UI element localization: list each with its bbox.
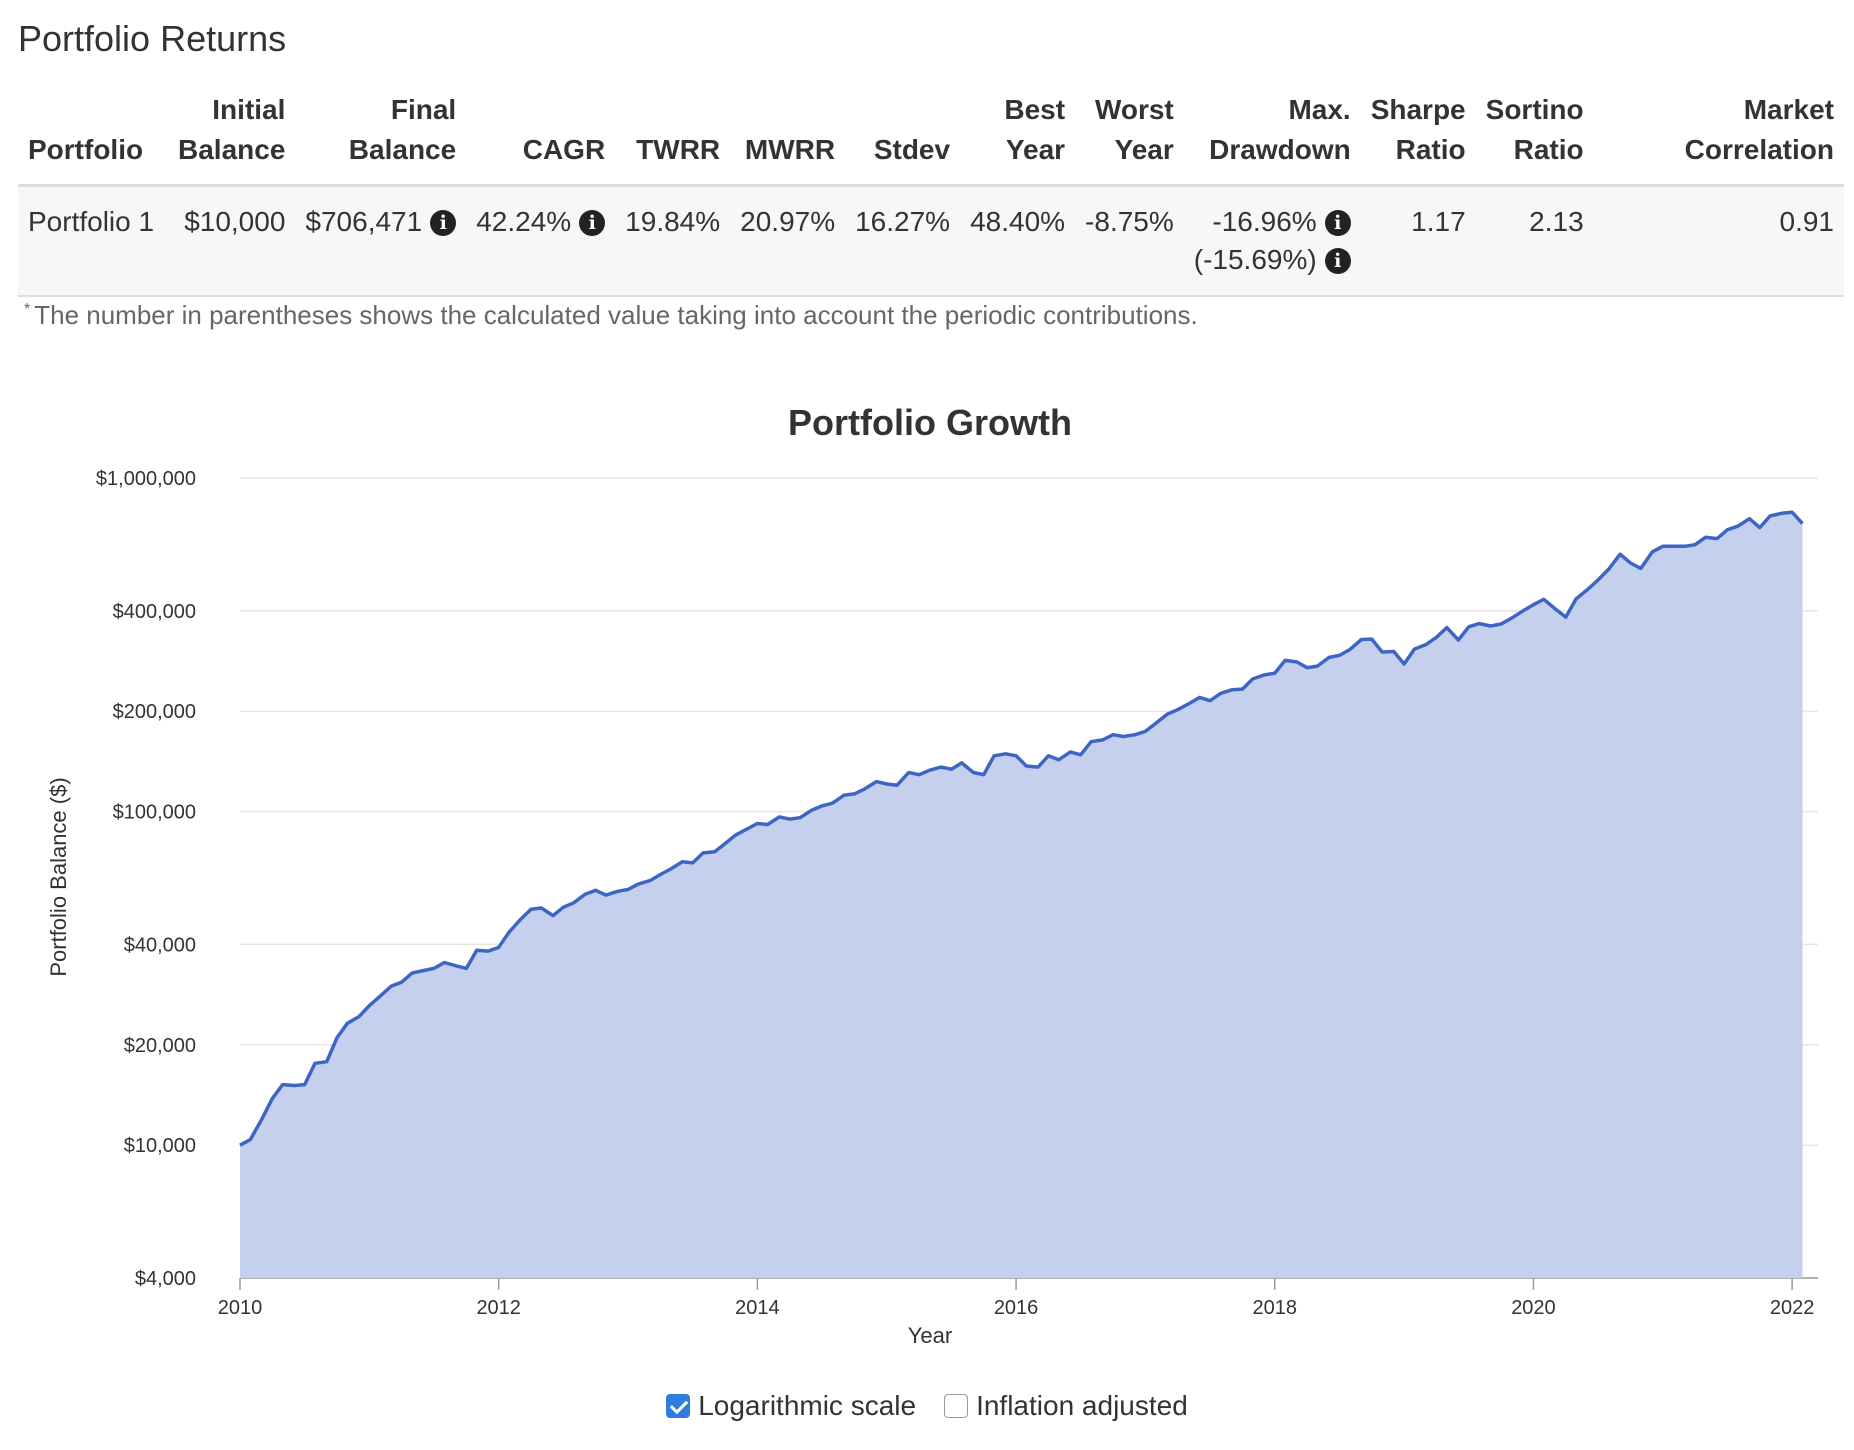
header-mwrr: MWRR (730, 86, 846, 187)
area-fill (240, 512, 1803, 1278)
header-final-balance: Final Balance (295, 86, 467, 187)
y-axis-title: Portfolio Balance ($) (46, 777, 71, 976)
header-portfolio: Portfolio (18, 86, 168, 187)
header-initial-balance: Initial Balance (168, 86, 296, 187)
max-drawdown-value: -16.96% (1212, 206, 1317, 237)
log-scale-label: Logarithmic scale (698, 1390, 917, 1421)
cell-sortino-ratio: 2.13 (1475, 185, 1594, 297)
y-axis-ticks: $1,000,000 $400,000 $200,000 $100,000 $40,00… (96, 468, 196, 1290)
x-tick-label: 2018 (1253, 1297, 1298, 1319)
final-balance-value: $706,471 (305, 206, 423, 237)
footnote: * The number in parentheses shows the cal… (24, 300, 1198, 331)
header-max-drawdown: Max. Drawdown (1183, 86, 1361, 187)
info-icon[interactable]: i (579, 210, 606, 236)
footnote-text: The number in parentheses shows the calc… (34, 300, 1198, 330)
header-stdev: Stdev (845, 86, 961, 187)
x-tick-label: 2016 (994, 1297, 1039, 1319)
header-sortino-ratio: Sortino Ratio (1475, 86, 1594, 187)
max-drawdown-contrib-value: (-15.69%) (1193, 244, 1317, 275)
cell-max-drawdown: -16.96% i (-15.69%) i (1183, 185, 1361, 297)
portfolio-returns-table: Portfolio Initial Balance Final Balance CA… (18, 86, 1844, 297)
series-line (239, 510, 1804, 1147)
header-cagr: CAGR (466, 86, 616, 187)
header-market-correlation: Market Correlation (1593, 86, 1844, 187)
cell-final-balance: $706,471 i (295, 185, 467, 297)
header-sharpe-ratio: Sharpe Ratio (1360, 86, 1476, 187)
y-tick-label: $40,000 (124, 934, 196, 956)
footnote-marker: * (24, 301, 31, 318)
y-tick-label: $4,000 (135, 1268, 196, 1290)
x-axis-title: Year (908, 1323, 952, 1348)
info-icon[interactable]: i (430, 210, 457, 236)
cell-best-year: 48.40% (960, 185, 1076, 297)
y-tick-label: $20,000 (124, 1035, 196, 1057)
cell-twrr: 19.84% (615, 185, 731, 297)
info-icon[interactable]: i (1324, 210, 1351, 236)
cell-initial-balance: $10,000 (168, 185, 296, 297)
x-tick-label: 2014 (735, 1297, 780, 1319)
x-tick-label: 2020 (1511, 1297, 1556, 1319)
x-tick-label: 2012 (476, 1297, 521, 1319)
log-scale-checkbox[interactable] (666, 1394, 691, 1418)
cell-portfolio: Portfolio 1 (18, 185, 168, 297)
header-best-year: Best Year (960, 86, 1076, 187)
y-tick-label: $100,000 (113, 802, 196, 824)
header-twrr: TWRR (615, 86, 731, 187)
cell-cagr: 42.24% i (466, 185, 616, 297)
chart-controls: Logarithmic scale Inflation adjusted (0, 1390, 1854, 1422)
info-icon[interactable]: i (1324, 248, 1351, 274)
x-tick-label: 2022 (1770, 1297, 1815, 1319)
y-tick-label: $200,000 (113, 701, 196, 723)
cell-stdev: 16.27% (845, 185, 961, 297)
x-tick-label: 2010 (218, 1297, 263, 1319)
header-worst-year: Worst Year (1075, 86, 1184, 187)
cell-mwrr: 20.97% (730, 185, 846, 297)
inflation-checkbox[interactable] (944, 1394, 969, 1418)
inflation-label: Inflation adjusted (976, 1390, 1188, 1421)
y-tick-label: $1,000,000 (96, 468, 196, 490)
x-axis: 2010 2012 2014 2016 2018 2020 2022 (218, 1277, 1818, 1319)
portfolio-growth-chart: Portfolio Growth $1,000,000 $400,000 $200,… (46, 402, 1818, 1348)
chart-title: Portfolio Growth (788, 402, 1072, 443)
table-row: Portfolio 1 $10,000 $706,471 i 42.24% i 19… (18, 185, 1844, 297)
y-tick-label: $400,000 (113, 601, 196, 623)
cagr-value: 42.24% (476, 206, 572, 237)
y-tick-label: $10,000 (124, 1135, 196, 1157)
cell-sharpe-ratio: 1.17 (1360, 185, 1476, 297)
cell-market-correlation: 0.91 (1593, 185, 1844, 297)
series-area (239, 510, 1804, 1278)
inflation-toggle[interactable]: Inflation adjusted (944, 1390, 1188, 1422)
cell-worst-year: -8.75% (1075, 185, 1184, 297)
page-title: Portfolio Returns (18, 18, 287, 59)
log-scale-toggle[interactable]: Logarithmic scale (666, 1390, 916, 1422)
table-header-row: Portfolio Initial Balance Final Balance CA… (18, 86, 1844, 187)
